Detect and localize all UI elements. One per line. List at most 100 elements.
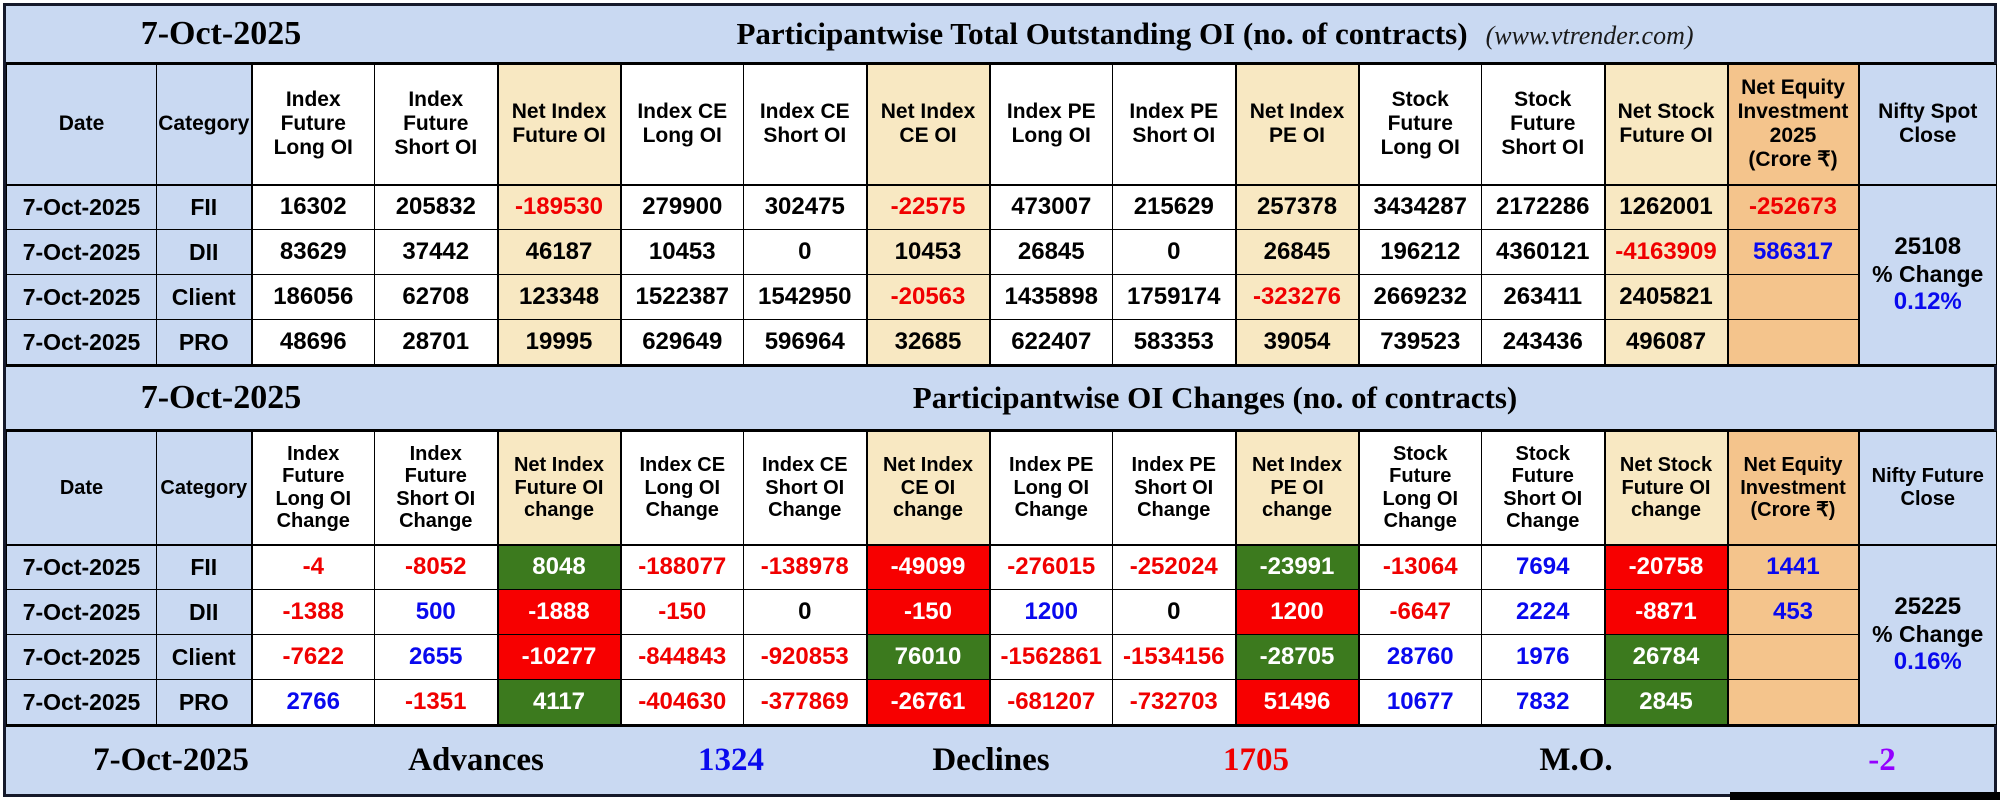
data-cell: -4 xyxy=(250,544,375,590)
oi-changes-banner: 7-Oct-2025 Participantwise OI Changes (n… xyxy=(6,365,1994,431)
data-cell xyxy=(1726,274,1859,320)
data-cell: 39054 xyxy=(1234,319,1359,365)
table-header-row: Date Category Index Future Long OI Index Fu… xyxy=(6,64,1997,186)
row-category: FII xyxy=(156,184,252,230)
declines-label: Declines xyxy=(932,742,1050,778)
column-header: Index CE Long OI Change xyxy=(619,431,744,546)
table-row: 7-Oct-2025 FII 16302 205832 -189530 279900 302… xyxy=(6,184,1997,365)
column-header: Index CE Long OI xyxy=(619,64,744,186)
data-cell: 10453 xyxy=(865,229,990,275)
table-row: 7-Oct-2025 Client -7622 2655 -10277 -844843 -9… xyxy=(6,634,1997,680)
row-category: Client xyxy=(156,634,252,680)
data-cell: 32685 xyxy=(865,319,990,365)
column-header: Index PE Long OI xyxy=(988,64,1113,186)
data-cell: 1542950 xyxy=(743,274,867,320)
column-header: Net Index Future OI xyxy=(496,64,621,186)
data-cell: 1759174 xyxy=(1112,274,1236,320)
data-cell xyxy=(1726,319,1859,365)
data-cell: 243436 xyxy=(1481,319,1605,365)
data-cell: -1351 xyxy=(374,679,498,725)
column-header: Index Future Short OI xyxy=(374,64,498,186)
data-cell: 3434287 xyxy=(1357,184,1482,230)
data-cell: 48696 xyxy=(250,319,375,365)
data-cell: 19995 xyxy=(496,319,621,365)
data-cell: 10453 xyxy=(619,229,744,275)
data-cell: 1522387 xyxy=(619,274,744,320)
data-cell: 2224 xyxy=(1481,589,1605,635)
data-cell: 622407 xyxy=(988,319,1113,365)
data-cell: -20758 xyxy=(1603,544,1728,590)
table-row: 7-Oct-2025 Client 186056 62708 123348 1522387… xyxy=(6,274,1997,320)
data-cell: 37442 xyxy=(374,229,498,275)
data-cell: -4163909 xyxy=(1603,229,1728,275)
data-cell: 1441 xyxy=(1726,544,1859,590)
data-cell: -681207 xyxy=(988,679,1113,725)
row-category: PRO xyxy=(156,679,252,725)
bottom-right-bar xyxy=(1730,792,2000,800)
advances-label: Advances xyxy=(408,742,544,778)
column-header: Nifty Future Close xyxy=(1857,431,1997,546)
data-cell: 28701 xyxy=(374,319,498,365)
column-header: Category xyxy=(156,431,252,546)
data-cell: -28705 xyxy=(1234,634,1359,680)
close-summary-cell: 25225% Change 0.16% xyxy=(1857,544,1997,725)
data-cell: 2669232 xyxy=(1357,274,1482,320)
data-cell: 10677 xyxy=(1357,679,1482,725)
data-cell: 0 xyxy=(743,229,867,275)
data-cell: 1200 xyxy=(988,589,1113,635)
data-cell: 586317 xyxy=(1726,229,1859,275)
data-cell: 4117 xyxy=(496,679,621,725)
data-cell: 0 xyxy=(1112,229,1236,275)
data-cell: 263411 xyxy=(1481,274,1605,320)
data-cell: -22575 xyxy=(865,184,990,230)
data-cell: 186056 xyxy=(250,274,375,320)
data-cell: 123348 xyxy=(496,274,621,320)
data-cell: 739523 xyxy=(1357,319,1482,365)
column-header: Index Future Long OI xyxy=(250,64,375,186)
table-header-row: Date Category Index Future Long OI Change I… xyxy=(6,431,1997,546)
data-cell: -188077 xyxy=(619,544,744,590)
report-date: 7-Oct-2025 xyxy=(140,379,302,416)
row-date: 7-Oct-2025 xyxy=(6,319,157,365)
data-cell: 8048 xyxy=(496,544,621,590)
data-cell: -844843 xyxy=(619,634,744,680)
close-value: 25225 xyxy=(1894,593,1962,621)
data-cell: 83629 xyxy=(250,229,375,275)
column-header: Index Future Short OI Change xyxy=(374,431,498,546)
row-date: 7-Oct-2025 xyxy=(6,229,157,275)
column-header: Index PE Long OI Change xyxy=(988,431,1113,546)
data-cell: -150 xyxy=(619,589,744,635)
column-header: Net Index CE OI xyxy=(865,64,990,186)
data-cell: 196212 xyxy=(1357,229,1482,275)
data-cell: -189530 xyxy=(496,184,621,230)
data-cell: 2405821 xyxy=(1603,274,1728,320)
mo-value: -2 xyxy=(1868,742,1896,778)
data-cell: -49099 xyxy=(865,544,990,590)
table-row: 7-Oct-2025 PRO 48696 28701 19995 629649 596964… xyxy=(6,319,1997,365)
column-header: Net Index Future OI change xyxy=(496,431,621,546)
data-cell: 2845 xyxy=(1603,679,1728,725)
data-cell: 629649 xyxy=(619,319,744,365)
percent-change-value: 0.12% xyxy=(1893,288,1962,316)
data-cell: 51496 xyxy=(1234,679,1359,725)
data-cell: 302475 xyxy=(743,184,867,230)
oi-changes-title: Participantwise OI Changes (no. of contr… xyxy=(912,380,1518,415)
row-category: DII xyxy=(156,589,252,635)
data-cell: -404630 xyxy=(619,679,744,725)
column-header: Net Index PE OI change xyxy=(1234,431,1359,546)
data-cell: -8052 xyxy=(374,544,498,590)
column-header: Index CE Short OI Change xyxy=(743,431,867,546)
table-row: 7-Oct-2025 DII 83629 37442 46187 10453 0 10453 2… xyxy=(6,229,1997,275)
data-cell: -252673 xyxy=(1726,184,1859,230)
data-cell: 279900 xyxy=(619,184,744,230)
data-cell: -8871 xyxy=(1603,589,1728,635)
banner2-title-wrap: Participantwise OI Changes (no. of contr… xyxy=(436,380,1994,416)
data-cell: 500 xyxy=(374,589,498,635)
column-header: Net Stock Future OI xyxy=(1603,64,1728,186)
column-header: Date xyxy=(6,64,157,186)
data-cell: 2172286 xyxy=(1481,184,1605,230)
column-header: Stock Future Short OI xyxy=(1481,64,1605,186)
column-header: Index Future Long OI Change xyxy=(250,431,375,546)
report-frame: 7-Oct-2025 Participantwise Total Outstan… xyxy=(3,3,1997,797)
